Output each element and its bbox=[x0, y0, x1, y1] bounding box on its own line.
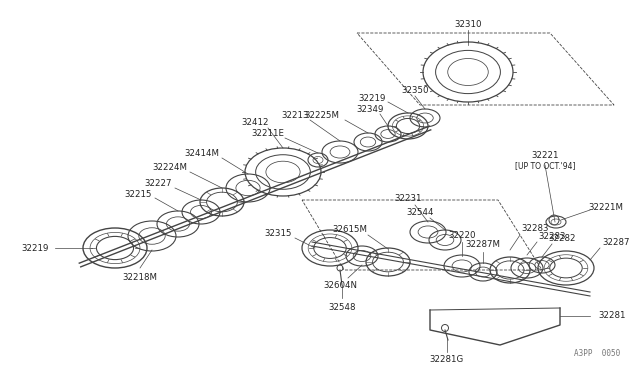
Text: 32281: 32281 bbox=[598, 311, 626, 321]
Text: 32287: 32287 bbox=[602, 237, 630, 247]
Text: 32213: 32213 bbox=[281, 110, 308, 119]
Text: 32219: 32219 bbox=[21, 244, 49, 253]
Text: 32220: 32220 bbox=[448, 231, 476, 240]
Text: 32281G: 32281G bbox=[430, 356, 464, 365]
Text: 32215: 32215 bbox=[124, 189, 152, 199]
Text: 32211E: 32211E bbox=[252, 128, 285, 138]
Text: 32349: 32349 bbox=[356, 105, 384, 113]
Text: 32315: 32315 bbox=[264, 228, 292, 237]
Text: 32283: 32283 bbox=[521, 224, 548, 232]
Text: 32310: 32310 bbox=[454, 19, 482, 29]
Text: 32219: 32219 bbox=[358, 93, 386, 103]
Text: 32412: 32412 bbox=[241, 118, 269, 126]
Text: A3PP  0050: A3PP 0050 bbox=[573, 349, 620, 358]
Text: 32224M: 32224M bbox=[152, 163, 188, 171]
Text: 32218M: 32218M bbox=[122, 273, 157, 282]
Text: 32231: 32231 bbox=[394, 193, 422, 202]
Text: 32350: 32350 bbox=[401, 86, 429, 94]
Text: 32604N: 32604N bbox=[323, 280, 357, 289]
Text: 32225M: 32225M bbox=[305, 110, 339, 119]
Text: 32283: 32283 bbox=[538, 231, 566, 241]
Text: 32227: 32227 bbox=[144, 179, 172, 187]
Text: 32282: 32282 bbox=[548, 234, 576, 243]
Text: 32414M: 32414M bbox=[184, 148, 220, 157]
Text: [UP TO OCT.'94]: [UP TO OCT.'94] bbox=[515, 161, 575, 170]
Text: 32544: 32544 bbox=[406, 208, 434, 217]
Text: 32221M: 32221M bbox=[589, 202, 623, 212]
Text: 32221: 32221 bbox=[531, 151, 559, 160]
Text: 32287M: 32287M bbox=[465, 240, 500, 248]
Text: 32548: 32548 bbox=[328, 302, 356, 311]
Text: 32615M: 32615M bbox=[333, 224, 367, 234]
